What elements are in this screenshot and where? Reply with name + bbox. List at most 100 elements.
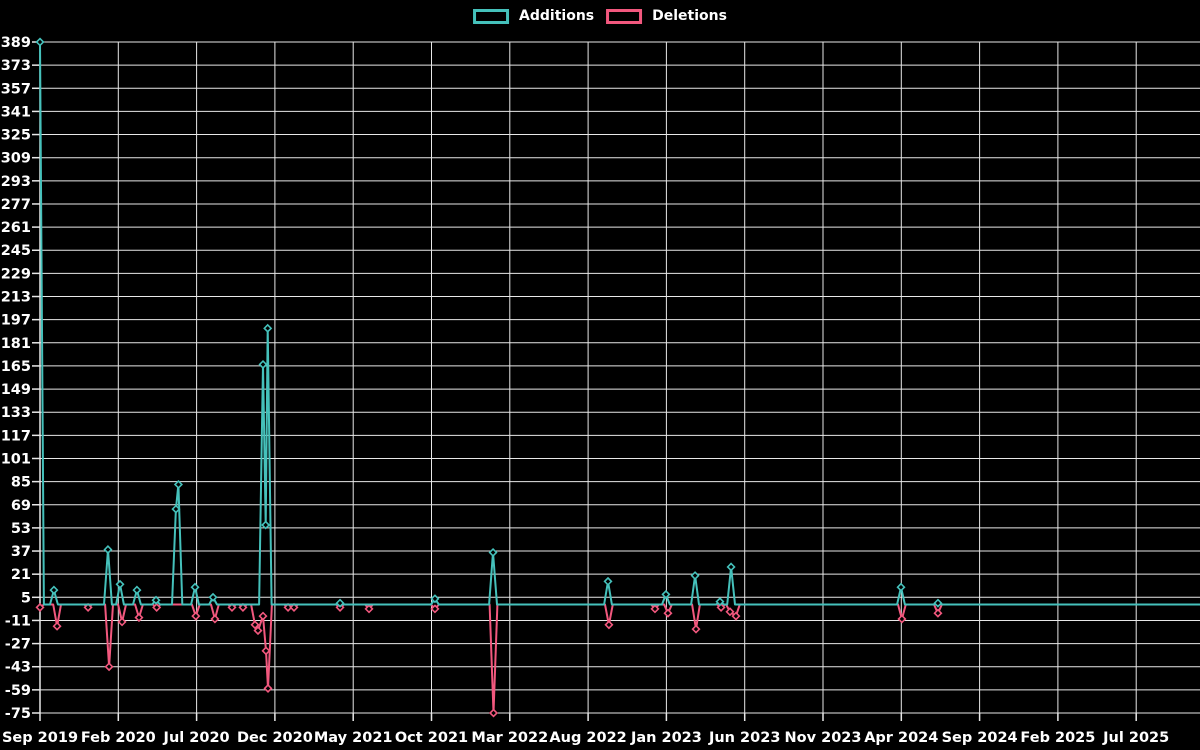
data-point-deletions [663,608,673,618]
y-tick-label: 69 [11,498,31,514]
y-tick-label: 181 [1,336,31,352]
vertical-gridlines [39,42,1137,713]
data-point-deletions [283,602,293,612]
y-tick-label: 117 [1,428,31,444]
y-tick-label: -75 [5,706,31,722]
data-point-deletions [210,614,220,624]
data-point-additions [430,594,440,604]
y-tick-label: 197 [1,313,31,329]
data-point-deletions [725,607,735,617]
data-point-additions [115,579,125,589]
data-point-additions [103,545,113,555]
x-tick-label: Jul 2025 [1102,730,1169,746]
data-point-deletions [430,604,440,614]
y-tick-label: 229 [1,266,31,282]
data-point-deletions [650,604,660,614]
legend-item-additions[interactable]: Additions [473,7,594,25]
data-point-additions [715,597,725,607]
data-point-deletions [364,604,374,614]
legend-additions-label: Additions [519,8,595,24]
data-point-additions [261,520,271,530]
data-point-deletions [191,611,201,621]
data-series [35,37,1200,718]
data-point-deletions [117,617,127,627]
data-point-additions [171,504,181,514]
data-point-deletions [691,624,701,634]
data-point-deletions [83,602,93,612]
data-point-deletions [134,613,144,623]
data-point-deletions [152,602,162,612]
y-tick-label: 373 [1,58,31,74]
x-tick-label: Aug 2022 [549,730,626,746]
y-tick-label: 5 [21,590,31,606]
x-tick-label: Jun 2023 [708,730,780,746]
x-tick-label: Sep 2024 [942,730,1018,746]
chart-legend: Additions Deletions [473,7,727,25]
data-point-additions [690,571,700,581]
data-point-additions [49,585,59,595]
y-tick-label: 309 [1,151,31,167]
y-axis-ticks [32,41,40,714]
data-point-deletions [258,611,268,621]
data-point-additions [151,595,161,605]
additions-swatch-icon [473,8,510,24]
y-tick-label: -59 [5,683,31,699]
x-tick-label: Apr 2024 [864,730,938,746]
x-tick-label: Feb 2025 [1020,730,1095,746]
y-tick-label: 213 [1,290,31,306]
y-tick-label: 53 [11,521,31,537]
data-point-deletions [604,620,614,630]
y-tick-label: 21 [11,567,31,583]
x-tick-label: Feb 2020 [81,730,156,746]
data-point-deletions [263,683,273,693]
data-point-additions [173,479,183,490]
y-tick-label: 341 [1,104,31,120]
legend-deletions-label: Deletions [652,8,727,24]
y-tick-label: 165 [1,359,31,375]
x-tick-label: Sep 2019 [2,730,78,746]
data-point-deletions [227,602,237,612]
x-tick-label: Oct 2021 [395,730,468,746]
horizontal-gridlines [40,41,1200,714]
data-point-additions [896,582,906,592]
data-point-deletions [250,620,260,630]
y-tick-label: 357 [1,81,31,97]
data-point-deletions [261,646,271,656]
series-line-additions [39,41,1200,606]
y-axis-labels: 389 373 357 341 325 309 293 277 261 245 229 213 197 1… [1,35,31,722]
data-point-deletions [253,626,263,636]
x-tick-label: Mar 2022 [471,730,548,746]
y-tick-label: 293 [1,174,31,190]
y-tick-label: 261 [1,220,31,236]
y-tick-label: 149 [1,382,31,398]
data-point-deletions [488,708,499,718]
legend-item-deletions[interactable]: Deletions [606,7,727,25]
data-point-deletions [933,608,943,618]
data-point-additions [933,598,943,608]
data-point-additions [190,582,200,592]
x-tick-label: Jul 2020 [163,730,230,746]
x-tick-label: Nov 2023 [785,730,862,746]
data-point-additions [132,585,142,595]
data-point-additions [726,562,736,572]
data-point-additions [258,359,268,370]
data-point-deletions [897,614,907,624]
y-tick-label: -11 [5,613,31,629]
y-tick-label: -43 [5,660,31,676]
x-axis-labels: Sep 2019 Feb 2020 Jul 2020 Dec 2020 May 2021… [2,730,1169,746]
data-point-deletions [104,662,114,672]
x-tick-label: Jan 2023 [630,730,702,746]
data-point-deletions [731,611,741,621]
y-tick-label: 101 [1,451,31,467]
y-tick-label: -27 [5,637,31,653]
data-point-additions [335,598,345,608]
data-point-additions [208,592,218,602]
data-point-deletions [716,602,726,612]
data-point-additions [263,323,273,333]
y-tick-label: 389 [1,35,31,51]
y-tick-label: 133 [1,405,31,421]
y-tick-label: 277 [1,197,31,213]
data-point-deletions [289,602,299,612]
